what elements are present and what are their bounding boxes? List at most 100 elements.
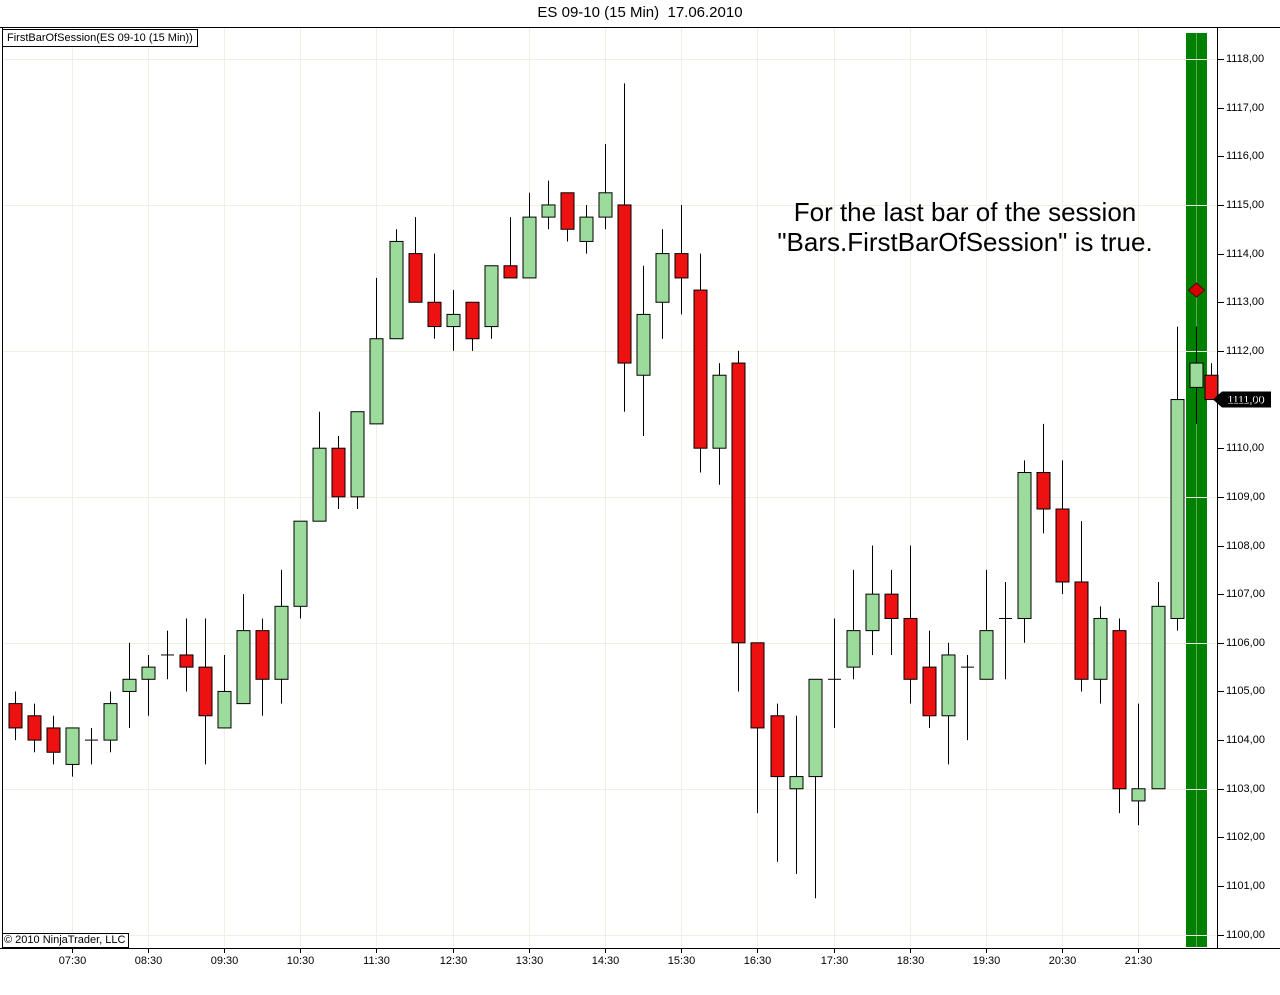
up-candle xyxy=(1093,617,1108,680)
y-axis-label: 1107,00 xyxy=(1226,587,1265,600)
x-axis-label: 21:30 xyxy=(1124,955,1153,967)
down-candle xyxy=(1074,581,1089,680)
down-candle xyxy=(255,630,270,680)
down-candle xyxy=(693,289,708,449)
up-candle xyxy=(293,520,308,607)
y-axis-label: 1108,00 xyxy=(1226,539,1265,552)
x-axis-label: 17:30 xyxy=(820,955,849,967)
down-candle xyxy=(750,642,765,729)
y-axis-label: 1112,00 xyxy=(1226,344,1265,357)
down-candle xyxy=(331,447,346,498)
x-axis-label: 13:30 xyxy=(515,955,544,967)
up-candle xyxy=(484,265,499,328)
x-axis-label: 19:30 xyxy=(972,955,1001,967)
up-candle xyxy=(541,204,556,218)
up-candle xyxy=(1151,605,1166,790)
down-candle xyxy=(408,253,423,303)
up-candle xyxy=(636,313,651,376)
up-candle xyxy=(579,216,594,242)
down-candle xyxy=(922,666,937,717)
plot-border xyxy=(2,27,1218,949)
down-candle xyxy=(427,301,442,328)
y-axis-label: 1102,00 xyxy=(1226,830,1265,843)
y-axis-label: 1103,00 xyxy=(1226,782,1265,795)
y-axis-label: 1113,00 xyxy=(1226,295,1265,308)
y-axis-label: 1115,00 xyxy=(1226,198,1265,211)
y-axis-label: 1110,00 xyxy=(1226,441,1265,454)
down-candle xyxy=(770,715,785,778)
up-candle xyxy=(122,678,137,692)
price-marker-label: 1111,00 xyxy=(1227,395,1264,407)
chart-annotation: For the last bar of the session "Bars.Fi… xyxy=(740,197,1190,257)
x-axis-label: 12:30 xyxy=(439,955,468,967)
up-candle xyxy=(1170,399,1185,619)
down-candle xyxy=(674,253,689,279)
up-candle xyxy=(979,630,994,680)
down-candle xyxy=(198,666,213,717)
up-candle xyxy=(103,703,118,741)
y-axis-label: 1104,00 xyxy=(1226,733,1265,746)
x-axis-label: 18:30 xyxy=(896,955,925,967)
diamond-marker xyxy=(1187,282,1206,298)
down-candle xyxy=(465,301,480,340)
down-candle xyxy=(617,204,632,364)
down-candle xyxy=(560,192,575,230)
down-candle xyxy=(1112,630,1127,790)
up-candle xyxy=(865,593,880,632)
down-candle xyxy=(46,727,61,753)
up-candle xyxy=(65,727,80,765)
up-candle xyxy=(846,630,861,668)
up-candle xyxy=(236,630,251,705)
up-candle xyxy=(141,666,156,680)
up-candle xyxy=(789,776,804,790)
up-candle xyxy=(446,313,461,328)
y-axis-label: 1100,00 xyxy=(1226,928,1265,941)
up-candle xyxy=(522,216,537,279)
indicator-label: FirstBarOfSession(ES 09-10 (15 Min)) xyxy=(2,29,198,47)
up-candle xyxy=(655,253,670,303)
annotation-line-1: For the last bar of the session xyxy=(793,197,1137,227)
down-candle xyxy=(1036,472,1051,510)
session-highlight-band xyxy=(1186,33,1207,947)
down-candle xyxy=(503,265,518,279)
annotation-line-2: "Bars.FirstBarOfSession" is true. xyxy=(777,227,1153,257)
down-candle xyxy=(1055,508,1070,583)
up-candle xyxy=(712,374,727,449)
down-candle xyxy=(8,703,23,729)
price-marker-tag xyxy=(1213,391,1271,408)
y-axis-label: 1114,00 xyxy=(1226,247,1265,260)
y-axis-label: 1116,00 xyxy=(1226,149,1265,162)
down-candle xyxy=(179,654,194,668)
x-axis-label: 14:30 xyxy=(591,955,620,967)
down-candle xyxy=(884,593,899,619)
x-axis-label: 08:30 xyxy=(134,955,163,967)
down-candle xyxy=(1204,374,1219,401)
y-axis-label: 1101,00 xyxy=(1226,879,1265,892)
x-axis-label: 09:30 xyxy=(210,955,239,967)
down-candle xyxy=(27,715,42,741)
up-candle xyxy=(598,192,613,218)
x-axis-label: 15:30 xyxy=(667,955,696,967)
up-candle xyxy=(1017,472,1032,619)
down-candle xyxy=(903,617,918,680)
chart-title: ES 09-10 (15 Min) 17.06.2010 xyxy=(537,4,743,21)
y-axis-label: 1109,00 xyxy=(1226,490,1265,503)
x-axis-label: 16:30 xyxy=(743,955,772,967)
up-candle xyxy=(389,240,404,340)
up-candle xyxy=(369,338,384,425)
y-axis-label: 1106,00 xyxy=(1226,636,1265,649)
up-candle xyxy=(808,678,823,778)
up-candle xyxy=(350,411,365,498)
up-candle xyxy=(1189,362,1204,388)
y-axis-label: 1105,00 xyxy=(1226,684,1265,697)
up-candle xyxy=(274,605,289,680)
x-axis-label: 07:30 xyxy=(58,955,87,967)
session-band-center-line xyxy=(1196,33,1197,947)
y-axis-label: 1118,00 xyxy=(1226,52,1265,65)
copyright-label: © 2010 NinjaTrader, LLC xyxy=(2,933,130,948)
x-axis-label: 11:30 xyxy=(363,955,390,967)
y-axis-label: 1117,00 xyxy=(1226,101,1265,114)
x-axis-label: 20:30 xyxy=(1048,955,1077,967)
